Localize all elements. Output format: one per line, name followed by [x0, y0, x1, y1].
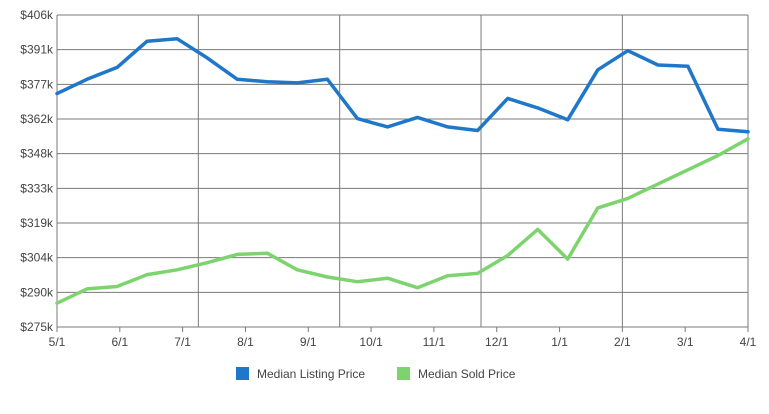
- series-line-median-listing-price: [55, 37, 750, 134]
- x-axis: 5/1 6/1 7/1 8/1 9/1 10/1 11/1 12/1 1/1 2/1 3/1 4/1: [49, 327, 757, 349]
- y-tick-label: $290k: [20, 285, 54, 299]
- series-group: [55, 37, 750, 305]
- y-tick-label: $304k: [20, 251, 54, 265]
- legend-swatch: [397, 367, 410, 380]
- x-tick-label: 4/1: [740, 335, 757, 349]
- series-line-median-sold-price: [55, 137, 750, 305]
- x-tick-label: 12/1: [485, 335, 509, 349]
- y-tick-label: $406k: [20, 8, 54, 22]
- x-tick-label: 3/1: [677, 335, 694, 349]
- x-tick-label: 8/1: [237, 335, 254, 349]
- x-tick-label: 7/1: [174, 335, 191, 349]
- y-tick-label: $275k: [20, 320, 54, 334]
- legend-label: Median Listing Price: [257, 367, 365, 381]
- y-tick-label: $348k: [20, 147, 54, 161]
- y-tick-label: $377k: [20, 77, 54, 91]
- x-tick-label: 5/1: [49, 335, 66, 349]
- y-tick-label: $362k: [20, 112, 54, 126]
- x-tick-label: 1/1: [551, 335, 568, 349]
- x-tick-label: 10/1: [359, 335, 383, 349]
- legend: Median Listing Price Median Sold Price: [236, 367, 516, 381]
- y-axis: $275k $290k $304k $319k $333k $348k $362k $377k…: [20, 8, 54, 334]
- y-tick-label: $391k: [20, 43, 54, 57]
- y-tick-label: $319k: [20, 216, 54, 230]
- x-tick-label: 9/1: [300, 335, 317, 349]
- grid: [56, 14, 749, 328]
- x-tick-label: 6/1: [111, 335, 128, 349]
- legend-label: Median Sold Price: [418, 367, 516, 381]
- legend-swatch: [236, 367, 249, 380]
- y-tick-label: $333k: [20, 181, 54, 195]
- x-tick-label: 2/1: [614, 335, 631, 349]
- x-tick-label: 11/1: [423, 335, 446, 349]
